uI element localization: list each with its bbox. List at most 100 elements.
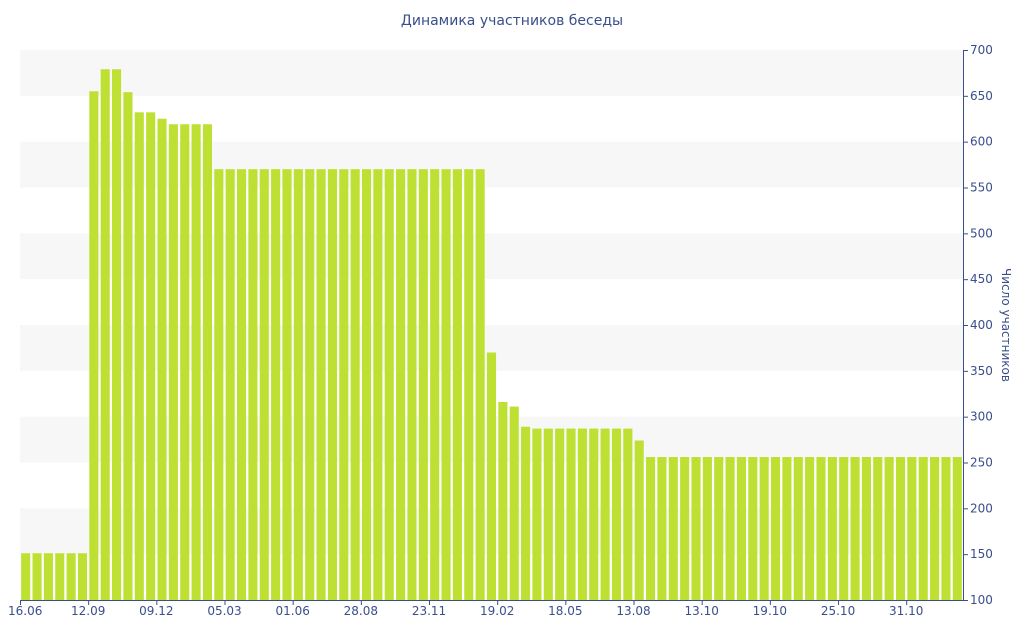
bar <box>475 169 485 600</box>
bar <box>895 457 906 600</box>
bar <box>77 553 88 600</box>
bar <box>907 457 917 600</box>
bar <box>89 91 99 600</box>
bar <box>43 553 53 600</box>
x-tick-label: 23.11 <box>412 604 446 618</box>
bar <box>748 457 758 600</box>
bar <box>452 169 462 600</box>
bar <box>850 457 860 600</box>
bar <box>930 457 940 600</box>
bar <box>441 169 451 600</box>
bar <box>271 169 281 600</box>
y-tick-label: 650 <box>970 89 993 103</box>
bar <box>680 457 690 600</box>
bar <box>691 457 701 600</box>
bar <box>350 169 360 600</box>
y-tick-label: 600 <box>970 135 993 149</box>
x-tick-label: 28.08 <box>344 604 378 618</box>
x-tick-label: 13.08 <box>616 604 650 618</box>
bar <box>305 169 315 600</box>
bar <box>736 457 746 600</box>
grid-band <box>20 50 963 96</box>
x-tick-label: 19.02 <box>480 604 514 618</box>
bar <box>873 457 883 600</box>
bar <box>191 124 201 600</box>
x-tick-label: 18.05 <box>548 604 582 618</box>
bar <box>157 118 167 600</box>
bar <box>225 169 235 600</box>
bar <box>884 457 894 600</box>
bar <box>55 553 65 600</box>
bar <box>600 428 610 600</box>
y-tick-label: 550 <box>970 181 993 195</box>
bar <box>532 428 542 600</box>
bar <box>827 457 837 600</box>
bar <box>714 457 724 600</box>
bar <box>577 428 587 600</box>
bar <box>611 428 622 600</box>
x-tick-label: 16.06 <box>8 604 42 618</box>
y-tick-label: 500 <box>970 226 993 240</box>
bar <box>180 124 190 600</box>
y-tick-label: 300 <box>970 410 993 424</box>
x-ticks: 16.06 12.09 09.12 05.03 01.06 28.08 23.11 19.02… <box>8 600 923 618</box>
bar <box>361 169 372 600</box>
bar <box>782 457 792 600</box>
bar <box>282 169 292 600</box>
bar <box>32 553 42 600</box>
x-tick-label: 13.10 <box>685 604 719 618</box>
bar <box>464 169 474 600</box>
bar <box>941 457 951 600</box>
y-tick-label: 450 <box>970 272 993 286</box>
bar <box>327 169 337 600</box>
y-tick-label: 200 <box>970 501 993 515</box>
y-tick-label: 400 <box>970 318 993 332</box>
bar <box>918 457 928 600</box>
bar <box>816 457 826 600</box>
bar <box>112 69 122 600</box>
bar <box>623 428 633 600</box>
bar <box>384 169 394 600</box>
bar <box>100 69 110 600</box>
bar <box>146 112 156 600</box>
bar <box>486 352 497 600</box>
bar <box>566 428 576 600</box>
bar <box>657 457 667 600</box>
bar <box>259 169 269 600</box>
bar <box>702 457 712 600</box>
bar <box>839 457 849 600</box>
bars <box>21 69 962 601</box>
bar <box>407 169 417 600</box>
x-tick-label: 09.12 <box>139 604 173 618</box>
bar <box>202 124 213 600</box>
bar <box>793 457 803 600</box>
y-tick-label: 100 <box>970 593 993 607</box>
bar <box>168 124 178 600</box>
x-tick-label: 05.03 <box>207 604 241 618</box>
bar <box>316 169 326 600</box>
bar <box>66 553 76 600</box>
bar <box>759 457 769 600</box>
bar <box>952 457 962 600</box>
bar <box>248 169 258 600</box>
bar <box>861 457 871 600</box>
bar <box>543 428 553 600</box>
bar <box>509 406 519 600</box>
x-tick-label: 12.09 <box>71 604 105 618</box>
bar <box>21 553 31 600</box>
y-tick-label: 150 <box>970 547 993 561</box>
bar <box>134 112 144 600</box>
y-tick-label: 250 <box>970 456 993 470</box>
bar <box>339 169 349 600</box>
bar <box>123 92 133 601</box>
bar <box>214 169 224 600</box>
bar <box>293 169 303 600</box>
x-tick-label: 01.06 <box>275 604 309 618</box>
chart-title: Динамика участников беседы <box>400 13 624 29</box>
bar <box>373 169 383 600</box>
y-tick-label: 350 <box>970 364 993 378</box>
bar <box>555 428 565 600</box>
bar <box>646 457 656 600</box>
bar <box>430 169 440 600</box>
